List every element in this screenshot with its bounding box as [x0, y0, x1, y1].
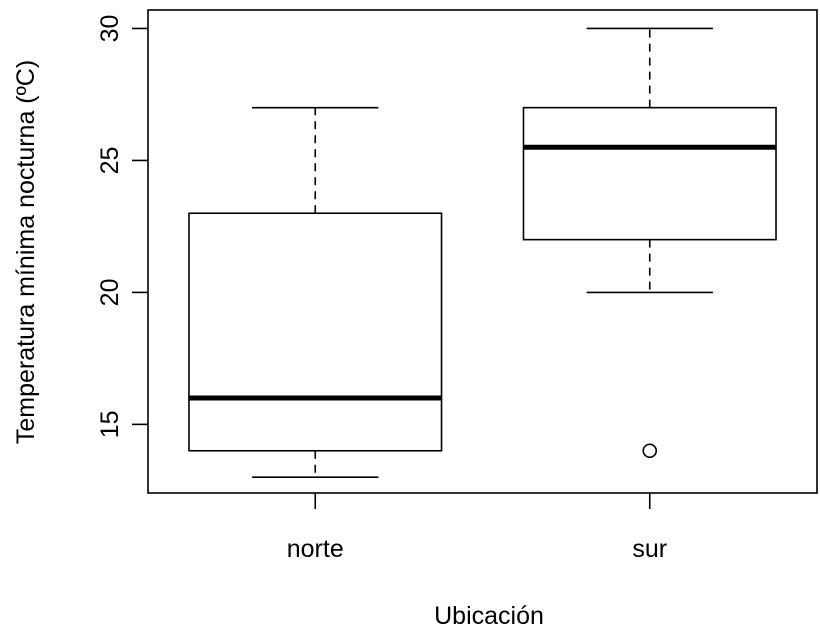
x-axis-title: Ubicación — [434, 602, 544, 630]
iqr-box — [522, 106, 777, 241]
y-tick-label: 25 — [96, 147, 124, 175]
x-tick-label-sur: sur — [632, 535, 667, 563]
boxes — [188, 27, 777, 478]
x-axis: norte sur — [287, 493, 667, 563]
y-tick-label: 20 — [96, 279, 124, 307]
box-norte — [188, 106, 443, 478]
y-axis: 15 20 25 30 — [96, 15, 148, 438]
y-tick-label: 30 — [96, 15, 124, 43]
x-tick-label-norte: norte — [287, 535, 344, 563]
outlier-point — [642, 443, 658, 459]
y-tick-label: 15 — [96, 410, 124, 438]
iqr-box — [188, 212, 443, 452]
y-axis-title: Temperatura mínima nocturna (ºC) — [12, 60, 40, 444]
plot-frame — [147, 9, 818, 494]
box-sur — [522, 27, 777, 459]
